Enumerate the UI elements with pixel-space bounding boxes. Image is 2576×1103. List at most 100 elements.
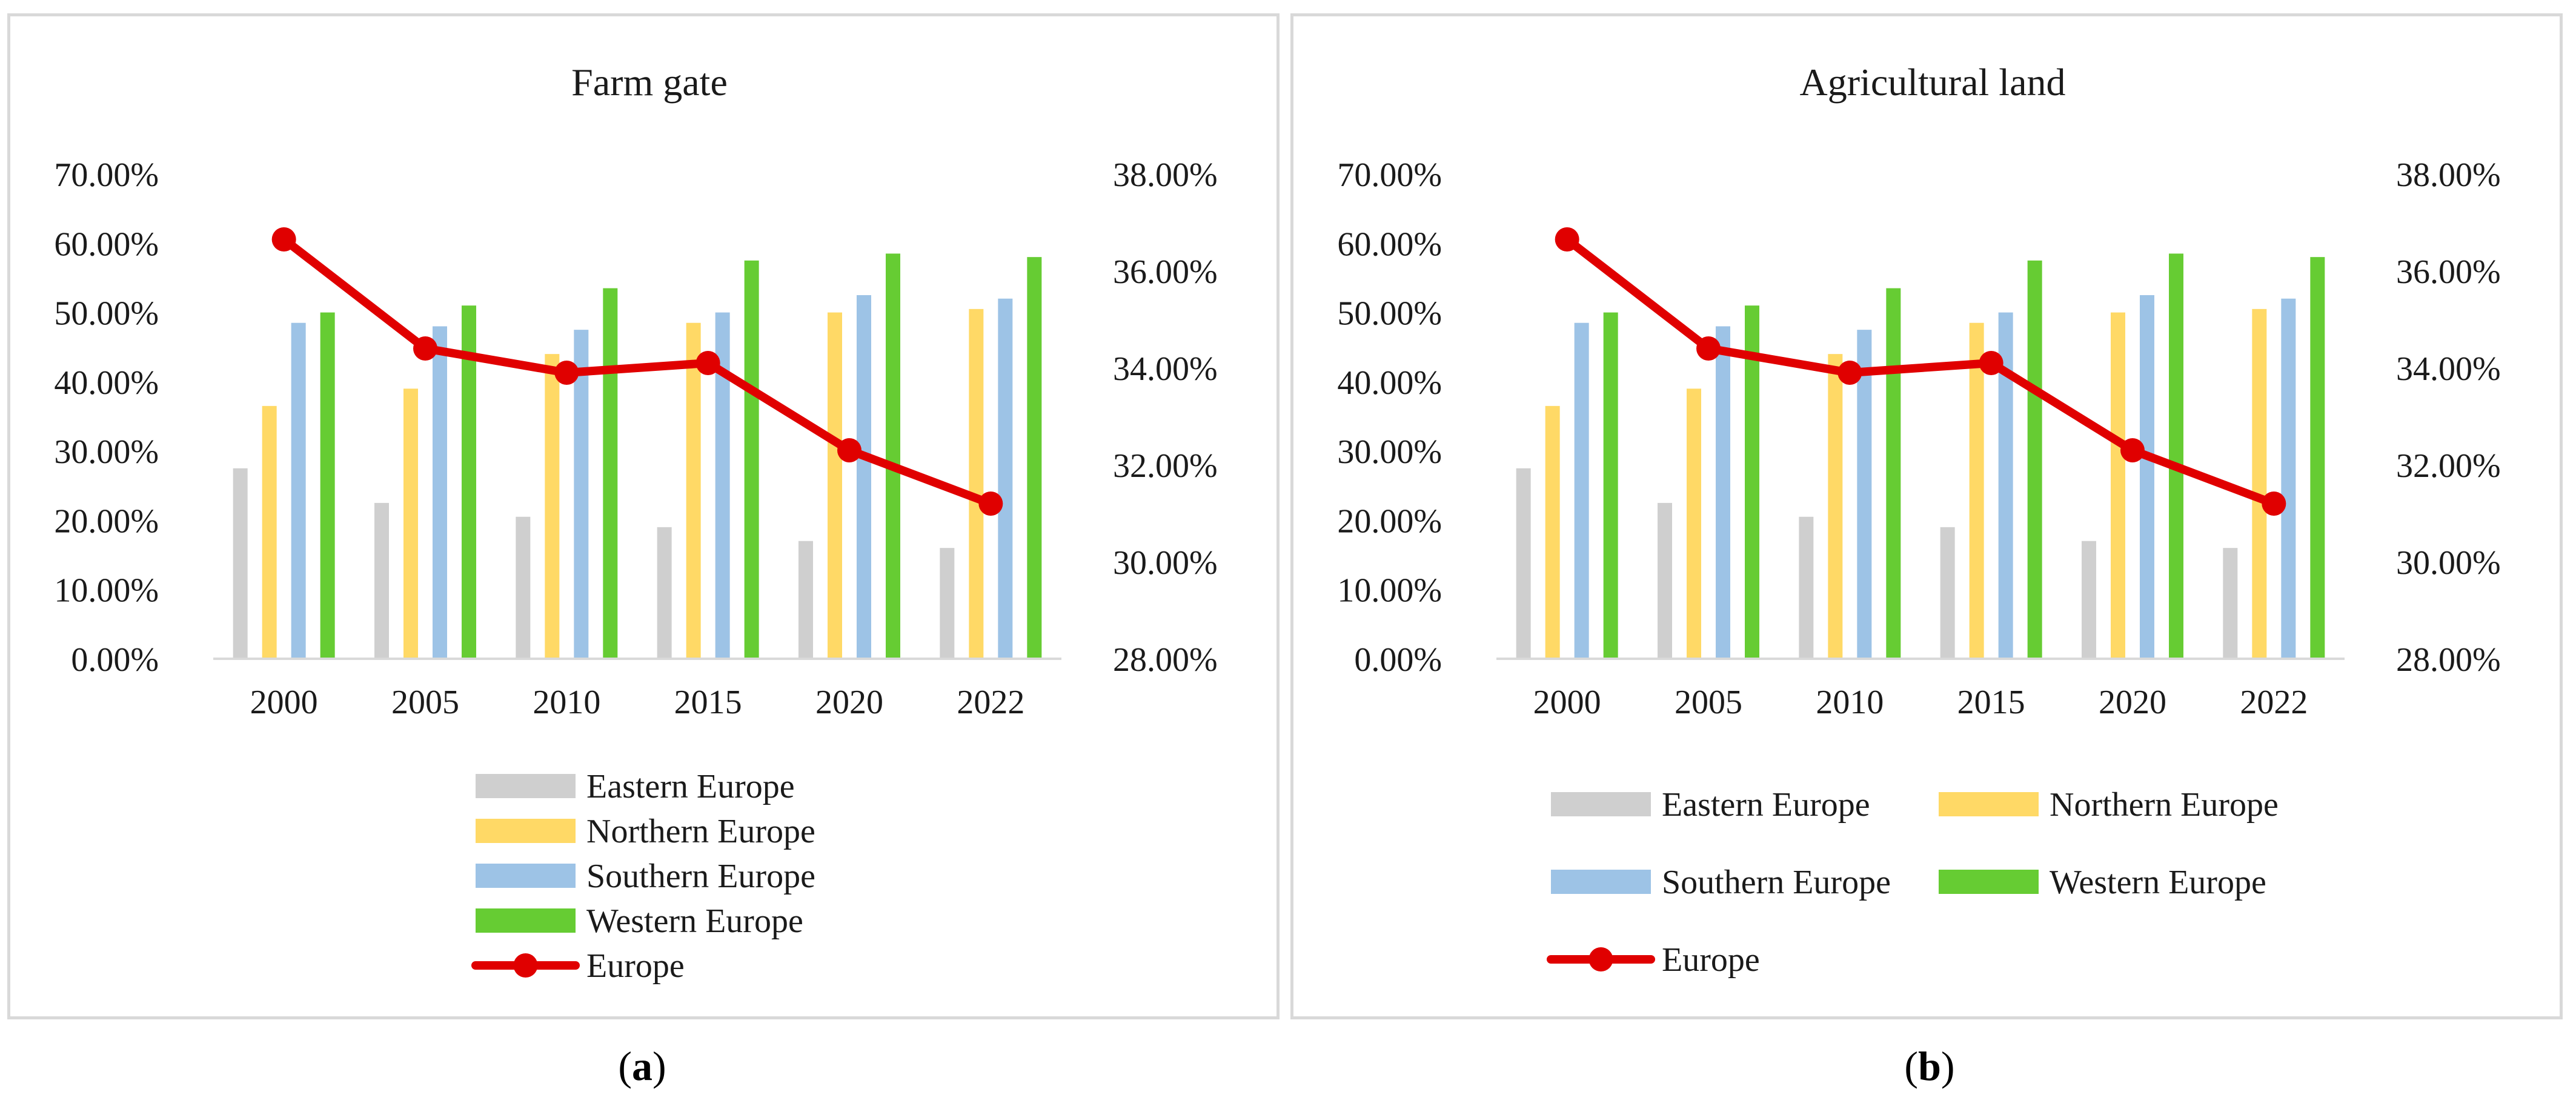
- bar-southern-europe-2010: [1857, 330, 1872, 659]
- bar-western-europe-2015: [2027, 260, 2042, 659]
- right-axis-tick-label: 34.00%: [1113, 350, 1218, 388]
- bar-western-europe-2020: [886, 253, 900, 659]
- bar-northern-europe-2022: [2252, 308, 2267, 659]
- bar-eastern-europe-2005: [1658, 502, 1672, 659]
- panel-caption-b: (b): [1904, 1043, 1955, 1089]
- legend-label-europe: Europe: [1662, 941, 1760, 979]
- bar-northern-europe-2020: [828, 312, 842, 659]
- category-label: 2015: [1957, 684, 2025, 721]
- chart-title: Farm gate: [571, 61, 728, 104]
- legend-label-southern-europe: Southern Europe: [586, 858, 815, 895]
- right-axis-tick-label: 38.00%: [2396, 156, 2501, 194]
- category-label: 2010: [1816, 684, 1884, 721]
- legend-item-western-europe: Western Europe: [1939, 864, 2266, 901]
- bar-eastern-europe-2015: [1940, 527, 1955, 659]
- left-axis-tick-label: 40.00%: [54, 364, 159, 402]
- right-axis-tick-label: 30.00%: [2396, 544, 2501, 582]
- bar-northern-europe-2000: [1545, 405, 1560, 659]
- legend-item-eastern-europe: Eastern Europe: [476, 768, 795, 805]
- left-axis-tick-label: 50.00%: [1337, 295, 1442, 333]
- legend-swatch-eastern-europe: [1551, 792, 1651, 816]
- category-label: 2005: [391, 684, 459, 721]
- bar-western-europe-2000: [1603, 312, 1618, 659]
- left-axis-tick-label: 50.00%: [54, 295, 159, 333]
- legend-label-northern-europe: Northern Europe: [586, 813, 815, 850]
- point-europe-2010: [1837, 361, 1862, 385]
- legend-label-europe: Europe: [586, 947, 685, 985]
- bar-southern-europe-2020: [2140, 295, 2154, 659]
- point-europe-2020: [2120, 438, 2145, 462]
- bar-eastern-europe-2022: [2223, 548, 2238, 659]
- right-axis-tick-label: 28.00%: [2396, 641, 2501, 679]
- point-europe-2000: [271, 227, 296, 252]
- legend-label-eastern-europe: Eastern Europe: [1662, 786, 1870, 824]
- category-label: 2000: [1533, 684, 1601, 721]
- legend-label-eastern-europe: Eastern Europe: [586, 768, 795, 805]
- legend-swatch-western-europe: [1939, 870, 2039, 894]
- bar-western-europe-2022: [2310, 257, 2325, 659]
- right-axis-tick-label: 36.00%: [2396, 253, 2501, 291]
- legend-swatch-northern-europe: [1939, 792, 2039, 816]
- legend-item-western-europe: Western Europe: [476, 902, 803, 940]
- left-axis-tick-label: 70.00%: [1337, 156, 1442, 194]
- bar-eastern-europe-2010: [516, 516, 531, 659]
- chart-agricultural-land: Agricultural land 0.00% 10.00% 20.00% 30.00%…: [1337, 61, 2501, 979]
- legend-label-northern-europe: Northern Europe: [2050, 786, 2279, 824]
- bar-western-europe-2015: [744, 260, 759, 659]
- category-label: 2005: [1675, 684, 1742, 721]
- bar-western-europe-2005: [462, 305, 476, 659]
- left-axis-tick-label: 30.00%: [54, 433, 159, 471]
- bar-northern-europe-2010: [1828, 354, 1843, 659]
- line-europe: [1562, 235, 2279, 508]
- legend-item-europe: Europe: [471, 947, 685, 985]
- legend-item-southern-europe: Southern Europe: [476, 858, 815, 895]
- left-axis-tick-label: 10.00%: [1337, 572, 1442, 610]
- left-axis-tick-label: 60.00%: [1337, 225, 1442, 263]
- legend-label-western-europe: Western Europe: [2050, 864, 2266, 901]
- legend-swatch-northern-europe: [476, 819, 576, 843]
- bar-eastern-europe-2010: [1799, 516, 1814, 659]
- legend: Eastern Europe Northern Europe Southern Eu…: [471, 768, 815, 985]
- category-label: 2000: [250, 684, 318, 721]
- chart-title: Agricultural land: [1800, 61, 2066, 104]
- bar-western-europe-2005: [1745, 305, 1759, 659]
- category-label: 2020: [815, 684, 883, 721]
- legend-item-europe: Europe: [1547, 941, 1760, 979]
- right-axis-tick-label: 30.00%: [1113, 544, 1218, 582]
- bar-southern-europe-2022: [2281, 298, 2296, 659]
- legend-marker-europe: [513, 953, 538, 978]
- chart-panel-farm-gate: Farm gate 0.00% 10.00% 20.00% 30.00% 40.00% 50…: [7, 13, 1280, 1019]
- bar-northern-europe-2022: [969, 308, 984, 659]
- category-label: 2010: [533, 684, 600, 721]
- right-axis-tick-label: 28.00%: [1113, 641, 1218, 679]
- legend-item-northern-europe: Northern Europe: [476, 813, 815, 850]
- bar-southern-europe-2000: [291, 322, 306, 659]
- category-label: 2022: [957, 684, 1024, 721]
- bar-northern-europe-2005: [403, 388, 418, 659]
- bar-southern-europe-2022: [998, 298, 1013, 659]
- right-axis-tick-label: 34.00%: [2396, 350, 2501, 388]
- bar-eastern-europe-2022: [940, 548, 955, 659]
- bar-eastern-europe-2000: [1516, 468, 1531, 659]
- bar-northern-europe-2005: [1687, 388, 1701, 659]
- left-axis-tick-label: 60.00%: [54, 225, 159, 263]
- point-europe-2005: [1696, 336, 1721, 361]
- left-axis-tick-label: 0.00%: [1354, 641, 1442, 679]
- bar-northern-europe-2020: [2111, 312, 2125, 659]
- bar-eastern-europe-2005: [374, 502, 389, 659]
- point-europe-2010: [554, 361, 579, 385]
- chart-farm-gate: Farm gate 0.00% 10.00% 20.00% 30.00% 40.00% 50…: [54, 61, 1218, 985]
- chart-panel-agricultural-land: Agricultural land 0.00% 10.00% 20.00% 30.00%…: [1290, 13, 2563, 1019]
- point-europe-2005: [413, 336, 437, 361]
- legend-label-southern-europe: Southern Europe: [1662, 864, 1891, 901]
- bar-western-europe-2010: [603, 288, 618, 659]
- left-axis-tick-label: 0.00%: [71, 641, 159, 679]
- bar-western-europe-2020: [2169, 253, 2183, 659]
- legend: Eastern Europe Northern Europe Southern Eu…: [1547, 786, 2279, 979]
- left-axis-tick-label: 10.00%: [54, 572, 159, 610]
- legend-item-southern-europe: Southern Europe: [1551, 864, 1891, 901]
- bar-eastern-europe-2000: [233, 468, 248, 659]
- right-axis-tick-label: 36.00%: [1113, 253, 1218, 291]
- left-axis-tick-label: 20.00%: [54, 502, 159, 540]
- point-europe-2000: [1555, 227, 1579, 252]
